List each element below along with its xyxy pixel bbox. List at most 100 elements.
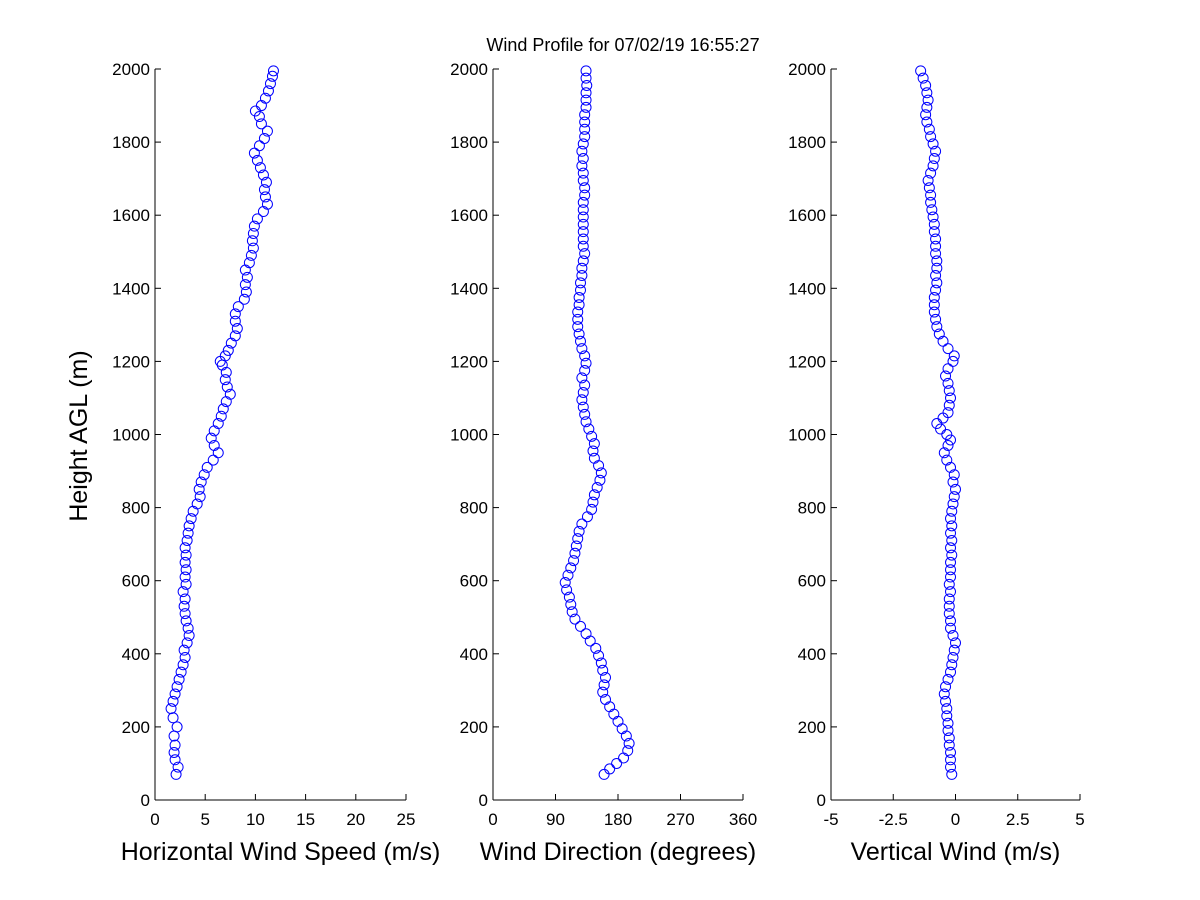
data-point bbox=[179, 651, 191, 663]
data-point bbox=[950, 483, 961, 495]
data-point bbox=[562, 569, 574, 581]
data-point bbox=[267, 65, 279, 77]
data-point bbox=[928, 299, 940, 311]
data-point bbox=[577, 211, 589, 223]
x-tick-label: 270 bbox=[666, 810, 694, 829]
data-point bbox=[946, 768, 958, 780]
data-point bbox=[579, 379, 591, 391]
data-point bbox=[577, 401, 589, 413]
data-point bbox=[948, 491, 960, 503]
data-point bbox=[180, 549, 192, 561]
y-tick-label: 2000 bbox=[112, 60, 150, 79]
data-point bbox=[577, 138, 589, 150]
subplot-vertical-wind: 0 200 400 600 800 1000 1200 1400 1600 1800 2000 -5 -… bbox=[788, 60, 1085, 866]
data-point bbox=[171, 721, 183, 733]
data-point bbox=[180, 615, 192, 627]
data-point bbox=[577, 204, 589, 216]
data-point bbox=[580, 94, 592, 106]
data-point bbox=[576, 394, 588, 406]
data-point bbox=[573, 299, 585, 311]
data-point bbox=[943, 732, 955, 744]
data-point bbox=[588, 438, 600, 450]
data-point bbox=[926, 204, 938, 216]
data-point bbox=[945, 754, 957, 766]
data-point bbox=[577, 174, 589, 186]
data-point bbox=[580, 628, 592, 640]
data-point bbox=[921, 87, 933, 99]
y-tick-label: 600 bbox=[798, 572, 826, 591]
data-point bbox=[565, 598, 577, 610]
data-point bbox=[579, 116, 591, 128]
data-point bbox=[580, 65, 592, 77]
data-point bbox=[253, 111, 265, 123]
data-point bbox=[195, 476, 207, 488]
data-point bbox=[931, 418, 943, 430]
y-tick-label: 600 bbox=[460, 572, 488, 591]
data-point bbox=[248, 220, 260, 232]
data-point bbox=[569, 613, 581, 625]
y-tick-label: 800 bbox=[798, 499, 826, 518]
data-point bbox=[259, 191, 271, 203]
data-point bbox=[576, 372, 588, 384]
data-point bbox=[221, 381, 233, 393]
data-point bbox=[255, 118, 267, 130]
y-tick-label: 1000 bbox=[112, 426, 150, 445]
y-tick-label: 800 bbox=[460, 499, 488, 518]
data-point bbox=[169, 739, 181, 751]
y-tick-label: 1400 bbox=[450, 279, 488, 298]
data-point bbox=[247, 227, 259, 239]
data-point bbox=[943, 739, 955, 751]
data-point bbox=[935, 423, 947, 435]
data-point bbox=[943, 399, 955, 411]
data-point bbox=[923, 182, 935, 194]
data-point bbox=[169, 688, 181, 700]
data-point bbox=[945, 571, 957, 583]
data-point bbox=[183, 630, 195, 642]
data-point bbox=[181, 637, 193, 649]
data-point bbox=[942, 439, 954, 451]
data-point bbox=[219, 350, 231, 362]
data-point bbox=[178, 600, 190, 612]
data-point bbox=[930, 145, 942, 157]
data-point bbox=[579, 131, 591, 143]
data-point bbox=[594, 474, 606, 486]
data-point bbox=[922, 94, 934, 106]
data-point bbox=[577, 218, 589, 230]
data-point bbox=[587, 496, 599, 508]
data-point bbox=[937, 335, 949, 347]
x-tick-label: 2.5 bbox=[1006, 810, 1030, 829]
y-tick-label: 1800 bbox=[450, 133, 488, 152]
y-tick-label: 400 bbox=[460, 645, 488, 664]
data-point bbox=[212, 418, 224, 430]
data-point bbox=[579, 248, 591, 260]
y-tick-label: 0 bbox=[479, 791, 488, 810]
data-point bbox=[253, 140, 265, 152]
data-point bbox=[925, 167, 937, 179]
data-point bbox=[928, 153, 940, 165]
data-point bbox=[167, 695, 179, 707]
data-point bbox=[577, 153, 589, 165]
data-point bbox=[260, 176, 272, 188]
data-point bbox=[931, 255, 943, 267]
data-point bbox=[946, 549, 958, 561]
data-point bbox=[193, 483, 205, 495]
data-point bbox=[251, 154, 263, 166]
data-point bbox=[262, 85, 274, 97]
data-point bbox=[261, 198, 273, 210]
data-point bbox=[576, 160, 588, 172]
data-point bbox=[580, 416, 592, 428]
data-point bbox=[182, 527, 194, 539]
data-point bbox=[580, 87, 592, 99]
data-point bbox=[942, 673, 954, 685]
data-point bbox=[920, 79, 932, 91]
y-axis-label: Height AGL (m) bbox=[65, 350, 93, 521]
data-point bbox=[573, 525, 585, 537]
data-point bbox=[572, 306, 584, 318]
data-point bbox=[580, 101, 592, 113]
data-point bbox=[948, 644, 960, 656]
data-point bbox=[945, 746, 957, 758]
data-point bbox=[945, 586, 957, 598]
x-tick-label: 20 bbox=[346, 810, 365, 829]
y-tick-label: 2000 bbox=[450, 60, 488, 79]
data-point bbox=[931, 321, 943, 333]
